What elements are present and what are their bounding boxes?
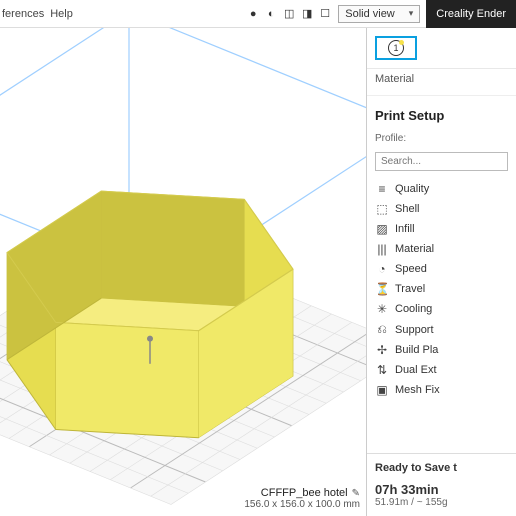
settings-row-label: Infill [395,223,415,235]
settings-list: ≡ Quality ⬚ Shell ▨ Infill ||| Material ◔ Speed ⏳ T… [367,179,516,453]
settings-row[interactable]: ⏳ Travel [367,279,516,299]
settings-row-icon: ⇅ [375,363,389,377]
profile-label: Profile: [367,129,516,148]
settings-row[interactable]: ≡ Quality [367,179,516,199]
settings-row-label: Material [395,243,434,255]
settings-row-label: Dual Ext [395,364,437,376]
printer-select-button[interactable]: Creality Ender [426,0,516,28]
print-setup-title: Print Setup [367,96,516,129]
settings-row-icon: ◔ [375,262,389,276]
viewport-3d[interactable] [0,28,366,516]
settings-row[interactable]: ⬚ Shell [367,199,516,219]
settings-row-icon: ✢ [375,343,389,357]
model-dimensions: 156.0 x 156.0 x 100.0 mm [244,499,360,510]
settings-row[interactable]: ▨ Infill [367,219,516,239]
view-icon-xray[interactable]: ◐ [264,7,278,21]
settings-row-label: Support [395,324,434,336]
settings-row-icon: ▨ [375,222,389,236]
settings-row-icon: ||| [375,242,389,256]
chevron-down-icon: ▾ [409,8,414,19]
settings-row[interactable]: ▣ Mesh Fix [367,380,516,400]
view-icon-4[interactable]: ◨ [300,7,314,21]
settings-row[interactable]: ✳ Cooling [367,299,516,319]
settings-row[interactable]: ✢ Build Pla [367,340,516,360]
settings-row-icon: ⎌ [375,322,389,337]
settings-row[interactable]: ⇅ Dual Ext [367,360,516,380]
settings-row[interactable]: ||| Material [367,239,516,259]
settings-row-label: Cooling [395,303,432,315]
settings-row-label: Build Pla [395,344,438,356]
print-estimate: 51.91m / ~ 155g [375,497,508,508]
material-label: Material [367,69,516,96]
side-panel: 1 Material Print Setup Profile: ≡ Quality… [366,28,516,516]
settings-row-icon: ≡ [375,182,389,196]
settings-row-icon: ⬚ [375,202,389,216]
settings-row-icon: ⏳ [375,282,389,296]
settings-row-icon: ✳ [375,302,389,316]
extruder-number: 1 [388,40,404,56]
settings-row[interactable]: ◔ Speed [367,259,516,279]
view-mode-label: Solid view [345,8,395,20]
settings-row-label: Mesh Fix [395,384,440,396]
menu-preferences[interactable]: ferences [2,8,44,20]
model-filename: CFFFP_bee hotel [261,487,348,499]
ready-to-save: Ready to Save t [367,453,516,482]
settings-row-label: Shell [395,203,419,215]
model-footer: CFFFP_bee hotel ✎ 156.0 x 156.0 x 100.0 m… [244,487,360,510]
view-icon-5[interactable]: ☐ [318,7,332,21]
settings-row-label: Travel [395,283,425,295]
view-mode-select[interactable]: Solid view ▾ [338,5,420,23]
extruder-badge[interactable]: 1 [375,36,417,60]
edit-name-icon[interactable]: ✎ [352,488,360,499]
settings-row-label: Quality [395,183,429,195]
settings-row-label: Speed [395,263,427,275]
settings-row-icon: ▣ [375,383,389,397]
menu-help[interactable]: Help [50,8,73,20]
view-icon-solid[interactable]: ● [246,7,260,21]
view-icon-layers[interactable]: ◫ [282,7,296,21]
view-mode-icons: ● ◐ ◫ ◨ ☐ [246,7,338,21]
print-time: 07h 33min [375,482,508,497]
settings-row[interactable]: ⎌ Support [367,319,516,340]
settings-search-input[interactable] [375,152,508,171]
